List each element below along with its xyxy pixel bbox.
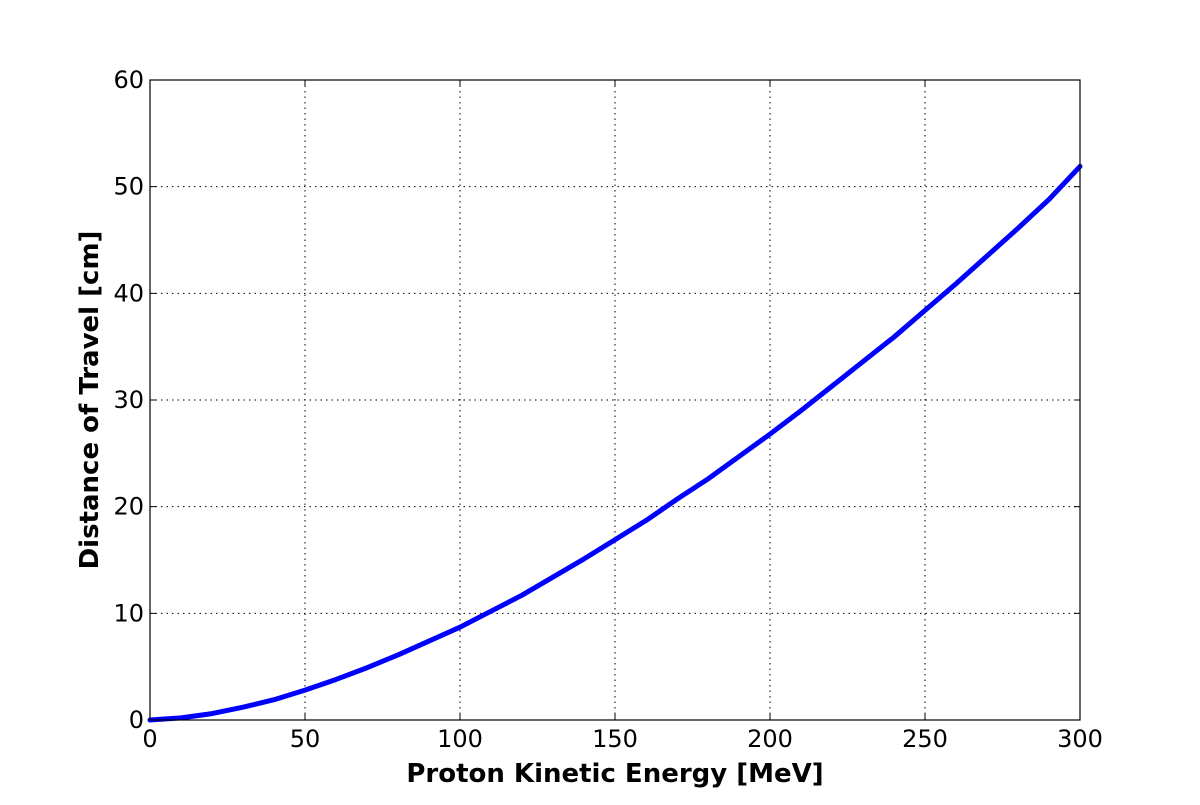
tick-labels: 0 50 100 150 200 250 300 0 10 20 30 40 50 60: [113, 66, 1102, 753]
y-tick-label: 60: [113, 66, 144, 94]
y-tick-label: 50: [113, 173, 144, 201]
y-tick-label: 0: [129, 706, 144, 734]
axis-ticks: [149, 79, 1081, 721]
x-tick-label: 50: [290, 725, 321, 753]
x-tick-label: 300: [1057, 725, 1103, 753]
y-tick-label: 20: [113, 493, 144, 521]
x-axis-title: Proton Kinetic Energy [MeV]: [406, 759, 823, 789]
x-tick-label: 100: [437, 725, 483, 753]
x-tick-label: 200: [747, 725, 793, 753]
x-tick-label: 150: [592, 725, 638, 753]
x-tick-label: 0: [142, 725, 157, 753]
y-axis-title: Distance of Travel [cm]: [75, 231, 105, 570]
x-tick-label: 250: [902, 725, 948, 753]
y-tick-label: 40: [113, 279, 144, 307]
series-line: [147, 163, 1083, 723]
grid: [150, 80, 1080, 720]
series-layer: [147, 163, 1083, 723]
y-tick-label: 10: [113, 599, 144, 627]
y-tick-label: 30: [113, 386, 144, 414]
